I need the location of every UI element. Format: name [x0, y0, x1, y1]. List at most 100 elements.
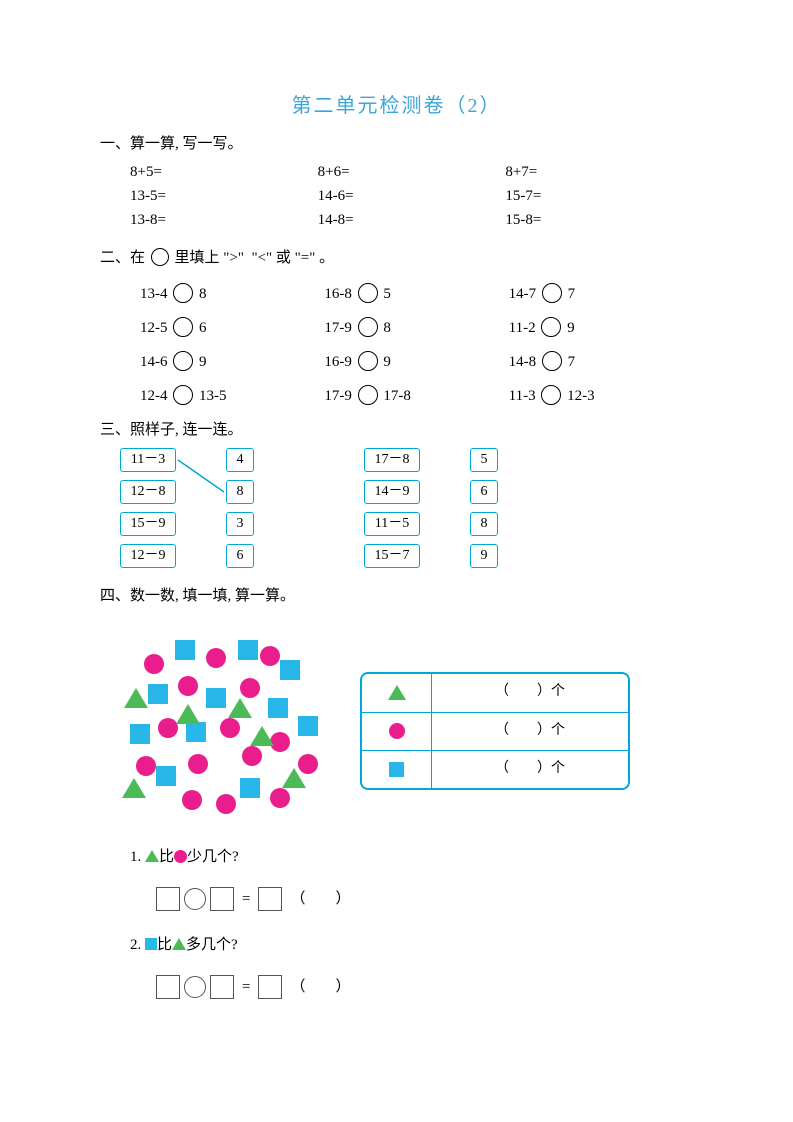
match-left[interactable]: 14－9	[364, 480, 420, 504]
answer-box[interactable]	[210, 975, 234, 999]
count-cell: （ ）个	[432, 758, 628, 780]
section-2: 二、在 里填上 ">" "<" 或 "=" 。 13-4 816-8 514-7…	[100, 246, 693, 408]
triangle-icon	[388, 685, 406, 700]
compare-circle[interactable]	[173, 283, 193, 303]
triangle-icon	[176, 704, 200, 724]
compare-item: 17-9 8	[324, 316, 508, 340]
question-1: 1. 比少几个?	[100, 845, 693, 869]
answer-circle[interactable]	[184, 976, 206, 998]
square-icon	[145, 938, 157, 950]
match-row: 11－3 4	[120, 448, 254, 472]
match-right[interactable]: 9	[470, 544, 498, 568]
triangle-icon	[228, 698, 252, 718]
compare-circle[interactable]	[541, 385, 561, 405]
compare-item: 16-9 9	[324, 350, 508, 374]
compare-item: 11-2 9	[509, 316, 693, 340]
s4-heading: 四、数一数, 填一填, 算一算。	[100, 584, 693, 608]
match-left[interactable]: 11－3	[120, 448, 176, 472]
calc-item: 13-8=	[130, 208, 318, 232]
circle-icon	[174, 850, 187, 863]
compare-circle[interactable]	[358, 351, 378, 371]
section-3: 三、照样子, 连一连。 11－3 4 12－8 8 15－9 3 12－9 6 17－8 5 14…	[100, 418, 693, 576]
section-4: 四、数一数, 填一填, 算一算。 （ ）个 （ ）个 （ ）个 1. 比少几个?…	[100, 584, 693, 999]
answer-circle[interactable]	[184, 888, 206, 910]
compare-item: 16-8 5	[324, 282, 508, 306]
match-row: 12－9 6	[120, 544, 254, 568]
calc-item: 14-8=	[318, 208, 506, 232]
square-icon	[240, 778, 260, 798]
match-right[interactable]: 6	[226, 544, 254, 568]
section-1: 一、算一算, 写一写。 8+5=8+6=8+7=13-5=14-6=15-7=1…	[100, 132, 693, 232]
match-group-1: 11－3 4 12－8 8 15－9 3 12－9 6	[120, 448, 254, 576]
triangle-icon	[282, 768, 306, 788]
count-cell: （ ）个	[432, 720, 628, 742]
answer-box[interactable]	[258, 887, 282, 911]
table-row: （ ）个	[362, 674, 628, 712]
calc-item: 14-6=	[318, 184, 506, 208]
compare-item: 11-3 12-3	[509, 384, 693, 408]
match-row: 15－7 9	[364, 544, 498, 568]
count-table: （ ）个 （ ）个 （ ）个	[360, 672, 630, 790]
compare-circle[interactable]	[173, 385, 193, 405]
answer-box[interactable]	[156, 975, 180, 999]
s1-heading: 一、算一算, 写一写。	[100, 132, 693, 156]
shapes-pile	[120, 638, 330, 823]
square-icon	[175, 640, 195, 660]
square-icon	[186, 722, 206, 742]
s3-heading: 三、照样子, 连一连。	[100, 418, 693, 442]
answer-box[interactable]	[156, 887, 180, 911]
square-icon	[130, 724, 150, 744]
match-right[interactable]: 8	[470, 512, 498, 536]
table-row: （ ）个	[362, 750, 628, 788]
square-icon	[268, 698, 288, 718]
match-left[interactable]: 11－5	[364, 512, 420, 536]
circle-icon	[158, 718, 178, 738]
compare-item: 12-5 6	[140, 316, 324, 340]
match-row: 14－9 6	[364, 480, 498, 504]
match-left[interactable]: 12－9	[120, 544, 176, 568]
triangle-icon	[145, 850, 159, 862]
match-row: 12－8 8	[120, 480, 254, 504]
match-right[interactable]: 5	[470, 448, 498, 472]
circle-icon	[182, 790, 202, 810]
compare-circle[interactable]	[358, 317, 378, 337]
calc-item: 15-7=	[505, 184, 693, 208]
circle-icon	[178, 676, 198, 696]
match-right[interactable]: 6	[470, 480, 498, 504]
calc-item: 15-8=	[505, 208, 693, 232]
answer-box[interactable]	[210, 887, 234, 911]
circle-icon	[270, 788, 290, 808]
match-row: 15－9 3	[120, 512, 254, 536]
compare-circle[interactable]	[541, 317, 561, 337]
calc-item: 8+7=	[505, 160, 693, 184]
compare-circle[interactable]	[358, 385, 378, 405]
match-right[interactable]: 4	[226, 448, 254, 472]
match-right[interactable]: 3	[226, 512, 254, 536]
compare-item: 14-7 7	[509, 282, 693, 306]
triangle-icon	[124, 688, 148, 708]
match-left[interactable]: 17－8	[364, 448, 420, 472]
question-2: 2. 比多几个?	[100, 933, 693, 957]
match-left[interactable]: 12－8	[120, 480, 176, 504]
circle-icon	[242, 746, 262, 766]
answer-box[interactable]	[258, 975, 282, 999]
calc-item: 8+6=	[318, 160, 506, 184]
square-icon	[280, 660, 300, 680]
compare-circle[interactable]	[173, 351, 193, 371]
compare-item: 14-8 7	[509, 350, 693, 374]
s2-heading: 二、在 里填上 ">" "<" 或 "=" 。	[100, 246, 693, 270]
equation-2: = （ ）	[100, 975, 693, 999]
compare-circle[interactable]	[542, 283, 562, 303]
compare-item: 13-4 8	[140, 282, 324, 306]
compare-circle[interactable]	[358, 283, 378, 303]
circle-icon	[240, 678, 260, 698]
match-left[interactable]: 15－7	[364, 544, 420, 568]
triangle-icon	[250, 726, 274, 746]
compare-circle[interactable]	[542, 351, 562, 371]
match-right[interactable]: 8	[226, 480, 254, 504]
square-icon	[206, 688, 226, 708]
match-left[interactable]: 15－9	[120, 512, 176, 536]
circle-icon	[144, 654, 164, 674]
compare-circle[interactable]	[173, 317, 193, 337]
triangle-icon	[122, 778, 146, 798]
